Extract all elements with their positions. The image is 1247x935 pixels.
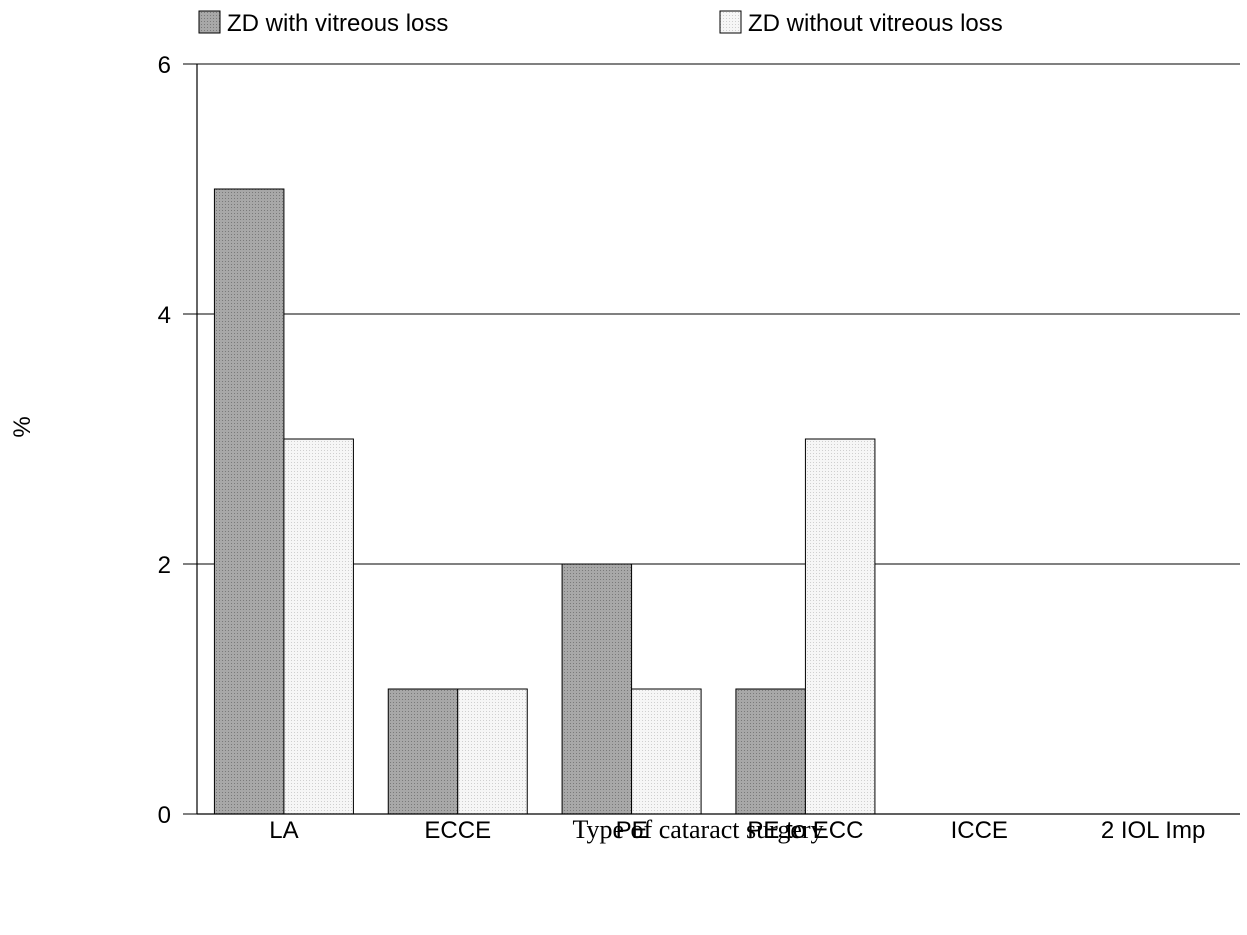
bar-without-vitreous-loss [804,438,876,815]
x-axis-label: Type of cataract surgery [572,815,823,844]
legend-label-series-2: ZD without vitreous loss [748,10,1003,37]
y-tick-label: 6 [158,52,171,79]
bar-with-vitreous-loss [561,563,633,815]
bars [213,188,876,815]
y-tick-labels: 0 2 4 6 [158,52,171,829]
x-category-label: PE [616,817,648,844]
bar-without-vitreous-loss [283,438,354,815]
bar-with-vitreous-loss [387,688,459,815]
legend: ZD with vitreous loss ZD without vitreou… [198,10,1003,37]
x-category-label: ICCE [951,817,1008,844]
gridlines [183,63,1240,815]
axes [196,64,1240,815]
y-axis-label: % [9,416,36,437]
legend-swatch-series-1 [198,10,221,34]
bar-without-vitreous-loss [631,688,702,815]
y-tick-label: 2 [158,552,171,579]
x-category-labels: LA ECCE PE PE to ECC ICCE 2 IOL Imp [269,817,1205,844]
x-category-label: 2 IOL Imp [1101,817,1205,844]
x-category-label: PE to ECC [747,817,863,844]
y-tick-label: 4 [158,302,171,329]
bar-with-vitreous-loss [213,188,285,815]
x-category-label: ECCE [424,817,491,844]
bar-without-vitreous-loss [457,688,528,815]
legend-swatch-series-2 [719,10,742,34]
x-category-label: LA [269,817,298,844]
bar-with-vitreous-loss [735,688,806,815]
y-tick-label: 0 [158,802,171,829]
legend-label-series-1: ZD with vitreous loss [227,10,448,37]
